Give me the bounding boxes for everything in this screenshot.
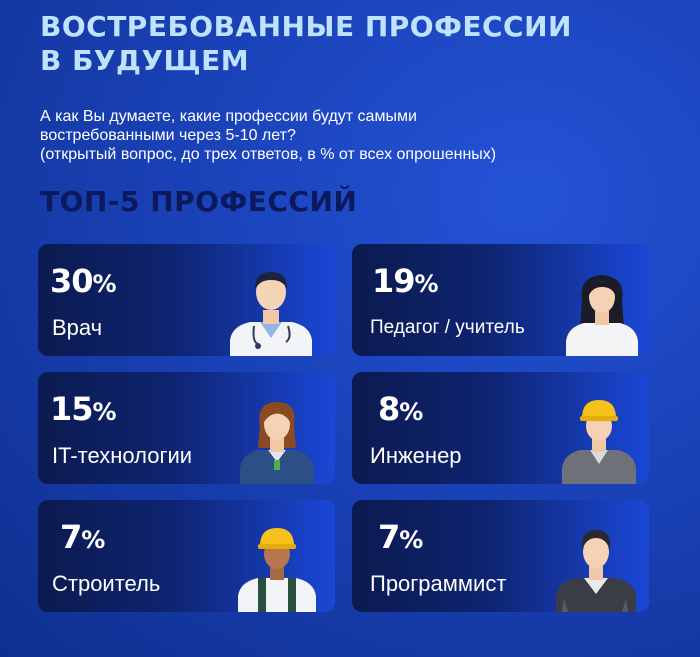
doctor-icon bbox=[230, 272, 312, 356]
card-label: Педагог / учитель bbox=[370, 317, 525, 338]
card-label: Программист bbox=[370, 571, 507, 596]
profession-card-builder: 7% Строитель bbox=[38, 500, 335, 612]
card-label: Инженер bbox=[370, 443, 462, 468]
it-specialist-icon bbox=[240, 402, 314, 484]
page-title-line-1: ВОСТРЕБОВАННЫЕ ПРОФЕССИИ bbox=[40, 10, 572, 43]
question-line-1: А как Вы думаете, какие профессии будут … bbox=[40, 108, 417, 125]
question-line-2: востребованными через 5-10 лет? bbox=[40, 127, 296, 144]
survey-question: А как Вы думаете, какие профессии будут … bbox=[40, 107, 660, 164]
card-percent: 7% bbox=[60, 518, 105, 556]
card-label: IT-технологии bbox=[52, 443, 193, 468]
profession-card-it: 15% IT-технологии bbox=[38, 372, 335, 484]
profession-card-doctor: 30% Врач bbox=[38, 244, 335, 356]
card-percent: 7% bbox=[378, 518, 423, 556]
card-label: Строитель bbox=[52, 571, 161, 596]
profession-card-programmer: 7% Программист bbox=[352, 500, 649, 612]
profession-card-engineer: 8% Инженер bbox=[352, 372, 649, 484]
engineer-icon bbox=[562, 400, 636, 484]
page-title: ВОСТРЕБОВАННЫЕ ПРОФЕССИИ В БУДУЩЕМ bbox=[40, 10, 572, 78]
question-line-3: (открытый вопрос, до трех ответов, в % о… bbox=[40, 146, 497, 163]
section-title: ТОП-5 ПРОФЕССИЙ bbox=[40, 185, 358, 218]
programmer-icon bbox=[556, 530, 636, 612]
teacher-icon bbox=[566, 275, 638, 356]
builder-icon bbox=[238, 528, 316, 612]
page-title-line-2: В БУДУЩЕМ bbox=[40, 44, 250, 77]
profession-card-teacher: 19% Педагог / учитель bbox=[352, 244, 649, 356]
card-percent: 15% bbox=[50, 390, 117, 428]
card-label: Врач bbox=[52, 315, 103, 340]
card-percent: 8% bbox=[378, 390, 423, 428]
card-percent: 19% bbox=[372, 262, 439, 300]
card-percent: 30% bbox=[50, 262, 117, 300]
